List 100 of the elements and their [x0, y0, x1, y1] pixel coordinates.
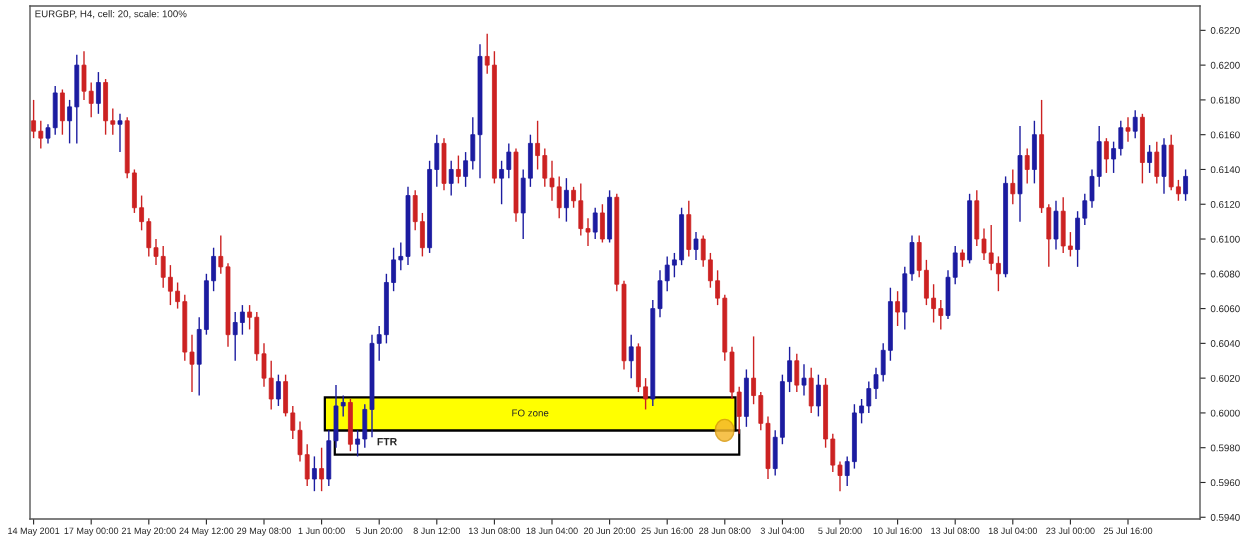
candlestick: [240, 304, 245, 336]
candlestick: [1147, 144, 1152, 174]
candlestick: [859, 398, 864, 425]
y-tick-label: 0.6140: [1210, 166, 1240, 174]
candlestick: [117, 113, 123, 153]
x-tick-label: 10 Jul 16:00: [873, 527, 922, 534]
candlestick: [672, 252, 677, 278]
candlestick: [592, 207, 598, 240]
y-tick-label: 0.6200: [1210, 61, 1240, 69]
y-tick-label: 0.6100: [1210, 235, 1240, 243]
y-tick-label: 0.6000: [1210, 409, 1240, 417]
candlestick: [643, 377, 648, 411]
x-tick-label: 5 Jun 20:00: [355, 527, 403, 534]
x-tick-label: 13 Jun 08:00: [468, 527, 521, 534]
candlestick: [556, 175, 562, 219]
candlestick: [506, 142, 512, 179]
y-tick-label: 0.5940: [1210, 513, 1240, 521]
x-tick-label: 18 Jun 04:00: [526, 527, 578, 534]
x-tick-label: 18 Jul 04:00: [988, 527, 1038, 534]
candlestick: [1132, 109, 1138, 139]
candlestick: [1082, 193, 1088, 226]
candlestick: [398, 241, 404, 272]
candlestick: [1176, 179, 1181, 202]
candlestick: [31, 99, 36, 139]
candlestick: [1183, 168, 1188, 202]
candlestick: [499, 160, 504, 205]
candlestick: [715, 269, 720, 306]
candlestick: [189, 333, 195, 393]
candlestick: [895, 290, 900, 327]
x-tick-label: 13 Jul 08:00: [931, 527, 980, 534]
candlestick: [866, 380, 872, 414]
band-label: FO zone: [512, 409, 549, 417]
candlestick: [110, 107, 116, 136]
candlestick: [801, 363, 807, 397]
y-tick-label: 0.6020: [1210, 374, 1240, 382]
candlestick: [96, 71, 101, 115]
candlestick: [153, 238, 159, 266]
x-tick-label: 14 May 2001: [8, 527, 60, 536]
x-tick-label: 21 May 20:00: [121, 527, 176, 536]
band-label: FTR: [377, 438, 397, 446]
x-tick-label: 3 Jul 04:00: [760, 527, 805, 534]
candlestick: [247, 304, 252, 331]
candlestick: [693, 231, 699, 261]
candlestick: [751, 335, 756, 405]
candlestick: [67, 99, 72, 145]
x-tick-label: 8 Jun 12:00: [413, 527, 461, 534]
candlestick: [45, 123, 51, 145]
candlestick: [340, 394, 346, 418]
candlestick: [484, 33, 490, 75]
y-tick-label: 0.6220: [1210, 27, 1240, 34]
candlestick: [1010, 168, 1016, 205]
candlestick: [837, 460, 843, 492]
candlestick: [787, 346, 792, 393]
candlestick: [376, 325, 382, 362]
y-tick-label: 0.6120: [1210, 200, 1240, 208]
candlestick: [175, 281, 180, 310]
candlestick: [988, 224, 994, 272]
candlestick: [312, 455, 317, 492]
x-tick-label: 5 Jul 20:00: [818, 527, 862, 534]
candlestick: [585, 217, 591, 247]
candlestick: [355, 429, 360, 458]
x-tick-label: 23 Jul 00:00: [1046, 527, 1095, 534]
y-tick-label: 0.6060: [1210, 305, 1240, 313]
candlestick: [1111, 140, 1116, 174]
y-tick-label: 0.5960: [1210, 479, 1240, 487]
candlestick: [290, 405, 296, 440]
candlestick: [38, 120, 44, 150]
candlestick: [160, 245, 166, 289]
x-tick-label: 1 Jun 00:00: [298, 527, 345, 534]
x-tick-label: 25 Jun 16:00: [641, 527, 693, 534]
y-tick-label: 0.6040: [1210, 340, 1240, 347]
chart-title: EURGBP, H4, cell: 20, scale: 100%: [35, 10, 187, 19]
candlestick: [139, 194, 144, 232]
x-tick-label: 28 Jun 08:00: [699, 527, 751, 534]
candlestick: [700, 234, 706, 268]
candlestick: [571, 186, 576, 209]
candlestick: [448, 160, 454, 197]
candlestick: [816, 373, 821, 418]
candlestick: [542, 147, 548, 188]
candlestick: [463, 151, 468, 188]
candlestick: [1024, 147, 1030, 185]
x-tick-label: 24 May 12:00: [179, 527, 234, 536]
candlestick: [168, 264, 173, 306]
candlestick: [319, 447, 324, 492]
x-tick-label: 17 May 00:00: [64, 527, 119, 536]
candlestick: [1118, 120, 1124, 157]
candlestick: [88, 81, 94, 118]
candlestick: [708, 252, 713, 289]
candlestick: [628, 333, 634, 379]
candlestick: [873, 367, 879, 400]
y-tick-label: 0.6080: [1210, 270, 1240, 278]
candlestick: [535, 120, 540, 171]
candlestick: [981, 227, 987, 261]
y-tick-label: 0.5980: [1210, 444, 1240, 452]
candlestick: [268, 360, 274, 411]
candlestick: [996, 255, 1001, 292]
y-tick-label: 0.6180: [1210, 96, 1240, 104]
candlestick: [391, 247, 396, 292]
candlestick: [564, 177, 569, 223]
candlestick: [276, 373, 281, 407]
